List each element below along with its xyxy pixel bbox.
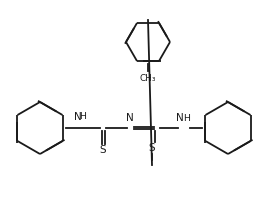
Text: S: S (100, 145, 106, 155)
Text: H: H (184, 114, 190, 123)
Text: N: N (176, 113, 184, 123)
Text: CH₃: CH₃ (140, 74, 156, 83)
Text: N: N (74, 112, 81, 122)
Text: H: H (79, 112, 86, 121)
Text: N: N (126, 113, 134, 123)
Text: S: S (149, 143, 155, 153)
